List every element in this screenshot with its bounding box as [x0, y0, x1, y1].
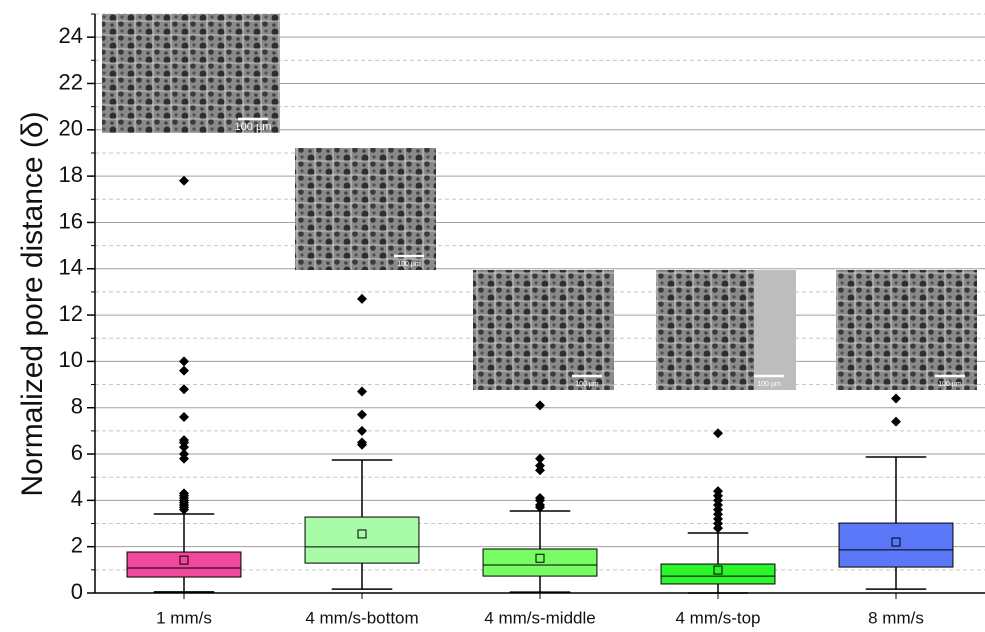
outlier	[179, 366, 189, 376]
outlier	[179, 356, 189, 366]
outlier	[357, 426, 367, 436]
scale-bar-label: 100 µm	[235, 121, 272, 133]
y-tick-label: 2	[71, 532, 83, 557]
sem-image	[836, 270, 977, 390]
y-tick-label: 6	[71, 440, 83, 465]
x-tick-label: 4 mm/s-top	[675, 608, 760, 627]
scale-bar-label: 100 µm	[397, 261, 421, 268]
outlier	[535, 400, 545, 410]
y-tick-label: 18	[59, 162, 83, 187]
outlier	[357, 410, 367, 420]
x-tick-label: 8 mm/s	[868, 608, 924, 627]
outlier	[891, 393, 901, 403]
y-axis-title: Normalized pore distance (δ)	[16, 111, 49, 496]
x-tick-label: 4 mm/s-middle	[484, 608, 595, 627]
scale-bar-label: 100 µm	[575, 381, 599, 388]
outlier	[179, 412, 189, 422]
page: Normalized pore distance (δ) 02468101214…	[0, 0, 985, 632]
scale-bar-label: 100 µm	[757, 381, 781, 388]
y-tick-label: 24	[59, 23, 83, 48]
y-tick-label: 14	[59, 255, 83, 280]
chart: Normalized pore distance (δ) 02468101214…	[0, 0, 985, 632]
outlier	[179, 176, 189, 186]
y-tick-label: 22	[59, 69, 83, 94]
box	[839, 523, 953, 567]
sem-image	[102, 14, 280, 133]
outlier	[179, 384, 189, 394]
outlier	[891, 417, 901, 427]
sem-image	[473, 270, 614, 390]
outlier	[357, 294, 367, 304]
x-tick-label: 4 mm/s-bottom	[305, 608, 418, 627]
outlier	[713, 428, 723, 438]
y-tick-label: 4	[71, 486, 83, 511]
y-tick-label: 0	[71, 579, 83, 604]
outlier	[535, 454, 545, 464]
x-tick-label: 1 mm/s	[156, 608, 212, 627]
y-tick-label: 8	[71, 394, 83, 419]
outlier	[357, 387, 367, 397]
box	[305, 517, 419, 563]
y-tick-label: 10	[59, 347, 83, 372]
y-tick-label: 12	[59, 301, 83, 326]
sem-image-region	[754, 270, 796, 390]
y-tick-label: 20	[59, 116, 83, 141]
sem-image	[295, 148, 436, 270]
scale-bar-label: 100 µm	[938, 381, 962, 388]
y-tick-label: 16	[59, 208, 83, 233]
